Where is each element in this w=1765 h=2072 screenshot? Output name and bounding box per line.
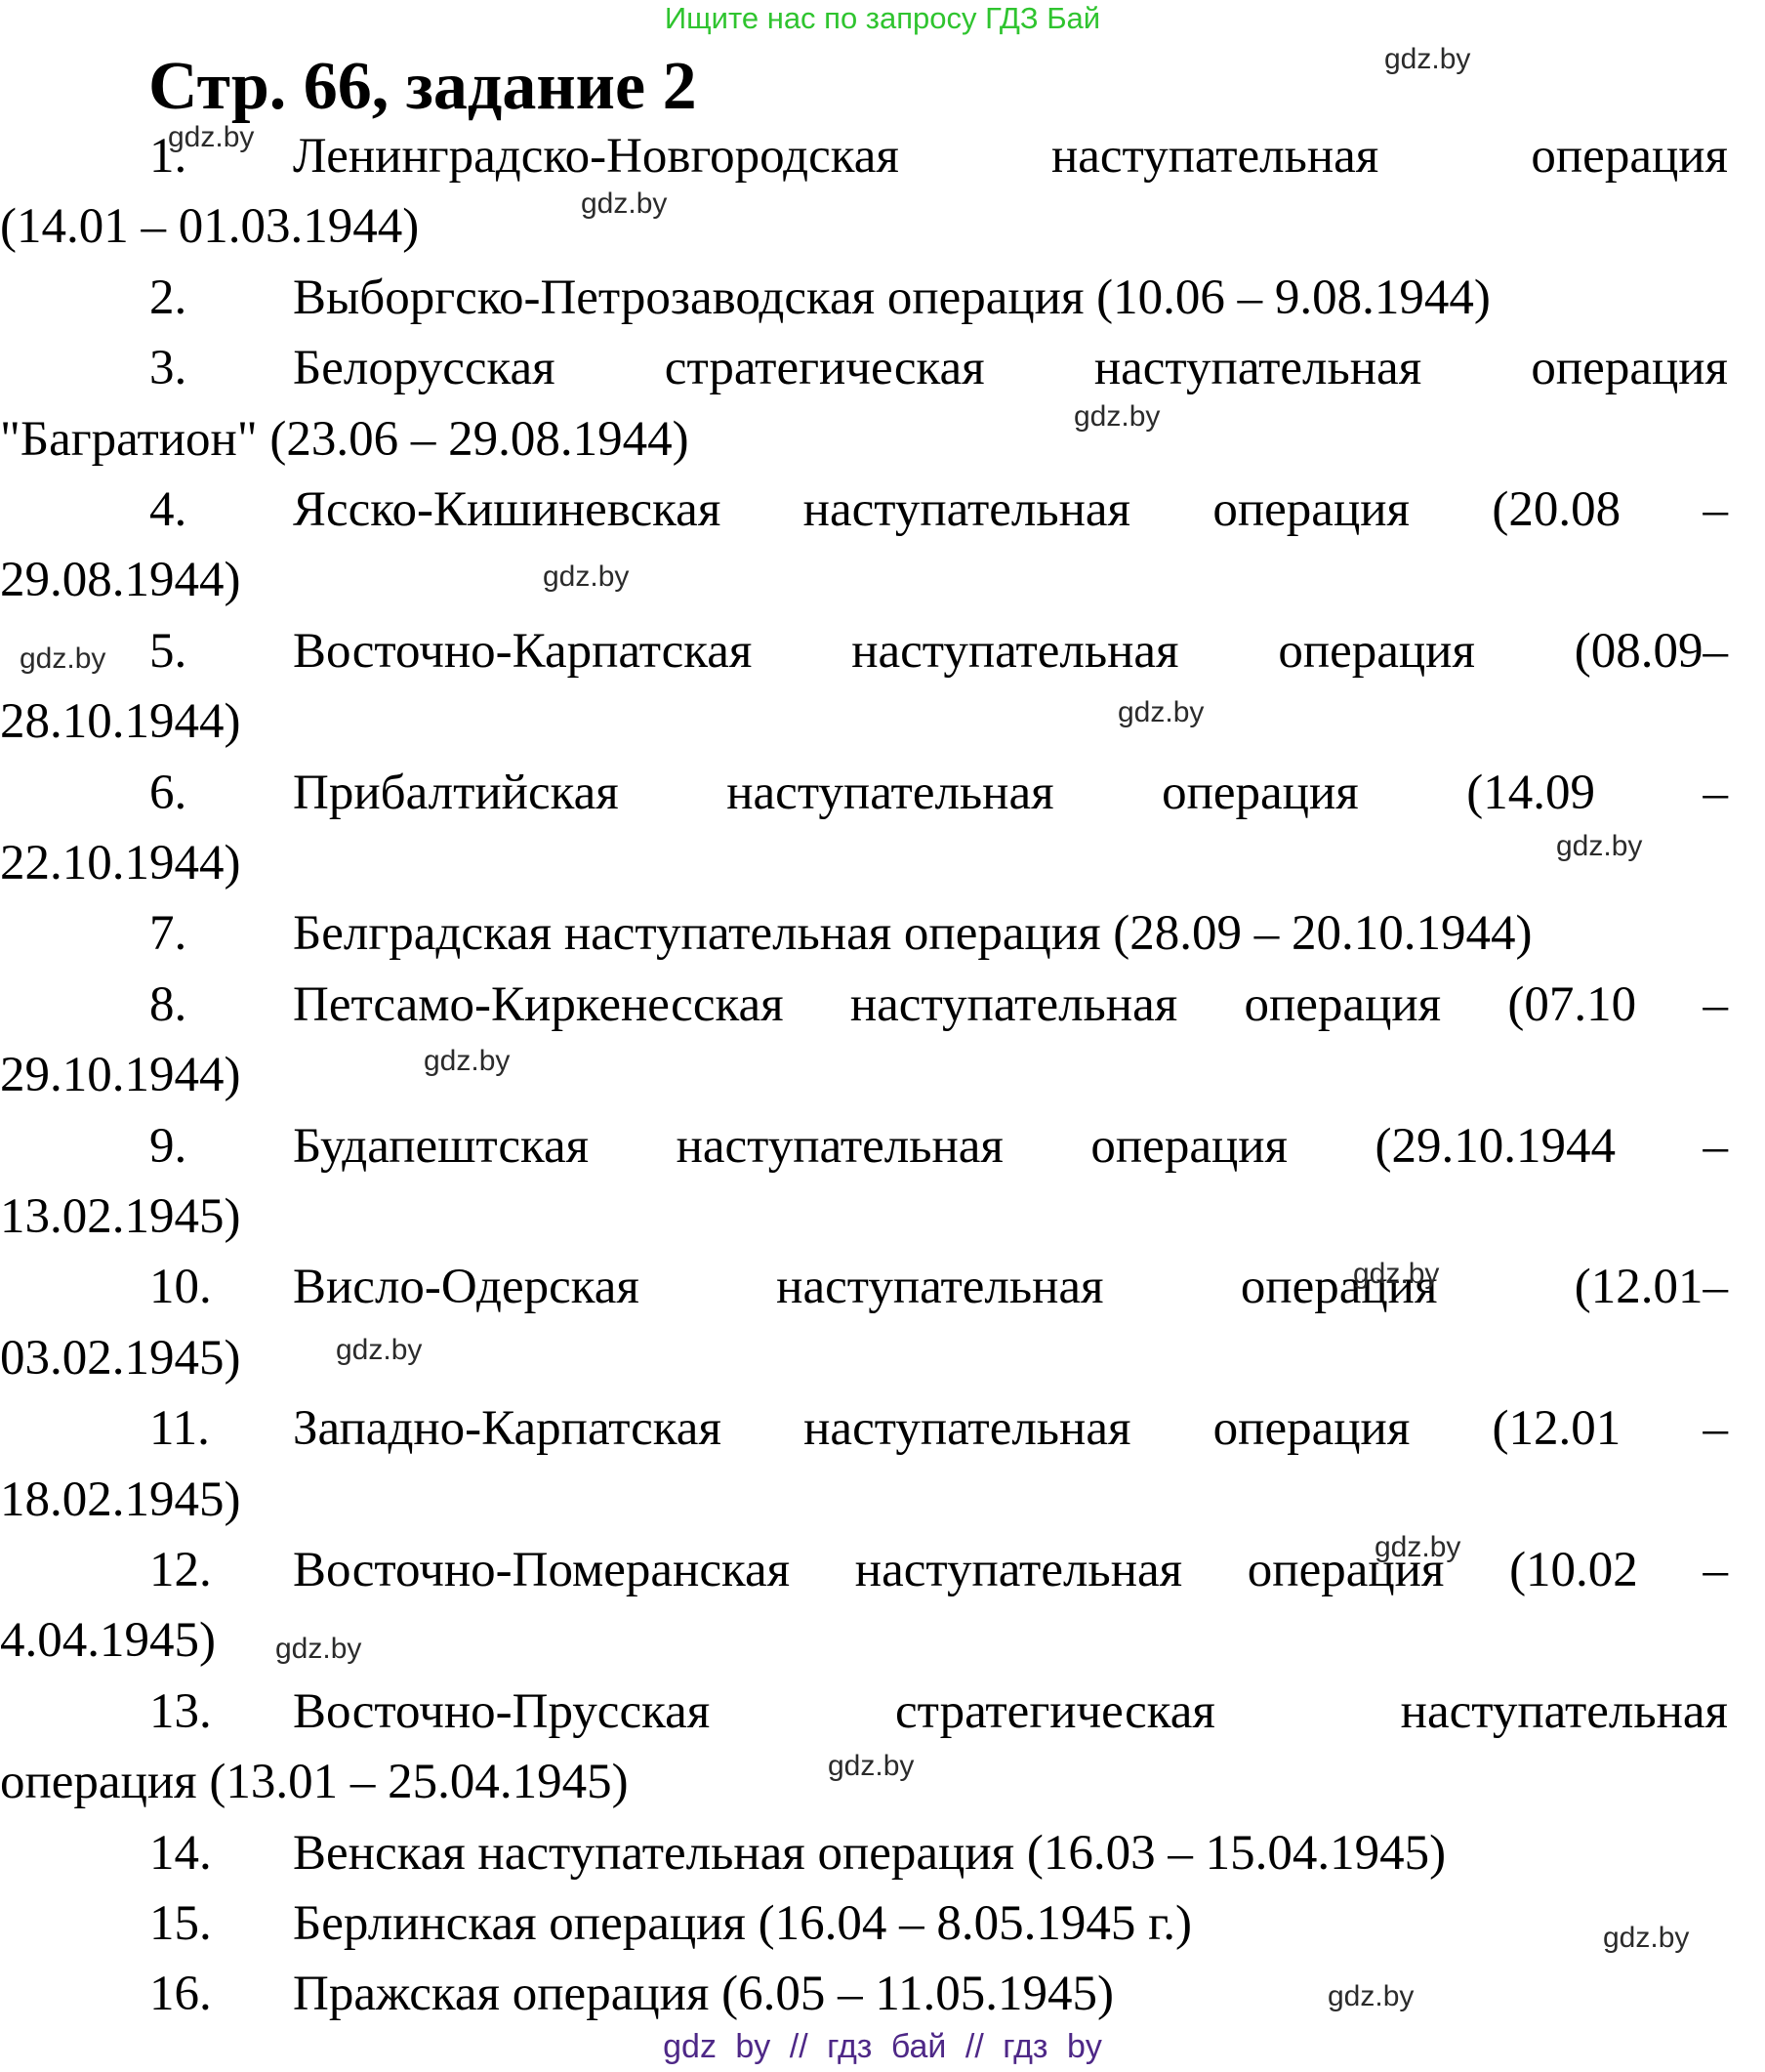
list-number: 7. <box>149 906 187 962</box>
list-line: 14. Венская наступательная операция (16.0… <box>0 1825 1765 1881</box>
list-number: 8. <box>149 976 187 1032</box>
page-title: Стр. 66, задание 2 <box>148 49 697 124</box>
gdz-watermark: gdz.by <box>543 560 630 593</box>
list-text: Белорусская стратегическая наступательна… <box>293 341 1728 396</box>
list-line: 12. Восточно-Померанская наступательная о… <box>0 1546 1765 1595</box>
list-line: "Багратион" (23.06 – 29.08.1944) <box>0 411 1765 467</box>
list-text: Ясско-Кишиневская наступательная операци… <box>293 482 1728 537</box>
gdz-watermark: gdz.by <box>1074 400 1161 433</box>
list-line: 03.02.1945) <box>0 1330 1765 1386</box>
list-line: 8. Петсамо-Киркенесская наступательная оп… <box>0 976 1765 1032</box>
list-line: 28.10.1944) <box>0 697 1765 747</box>
list-text: 18.02.1945) <box>0 1471 241 1527</box>
list-text: (14.01 – 01.03.1944) <box>0 199 420 255</box>
gdz-watermark: gdz.by <box>275 1633 362 1665</box>
list-number: 9. <box>149 1118 187 1174</box>
list-text: Пражская операция (6.05 – 11.05.1945) <box>293 1967 1114 2022</box>
list-line: 1. Ленинградско-Новгородская наступательн… <box>0 132 1765 182</box>
list-text: Венская наступательная операция (16.03 –… <box>293 1825 1447 1881</box>
list-text: 29.10.1944) <box>0 1048 241 1103</box>
list-line: 13.02.1945) <box>0 1192 1765 1242</box>
gdz-watermark: gdz.by <box>168 121 255 153</box>
list-text: Берлинская операция (16.04 – 8.05.1945 г… <box>293 1896 1193 1951</box>
list-number: 3. <box>149 341 187 396</box>
list-line: 11. Западно-Карпатская наступательная опе… <box>0 1404 1765 1454</box>
list-line: 16. Пражская операция (6.05 – 11.05.1945) <box>0 1969 1765 2019</box>
list-text: Восточно-Померанская наступательная опер… <box>293 1543 1728 1597</box>
list-text: Прибалтийская наступательная операция (1… <box>293 765 1728 820</box>
list-line: 22.10.1944) <box>0 839 1765 889</box>
list-line: 18.02.1945) <box>0 1471 1765 1527</box>
list-line: 2. Выборгско-Петрозаводская операция (10.… <box>0 269 1765 325</box>
list-number: 1. <box>149 129 187 184</box>
list-line: операция (13.01 – 25.04.1945) <box>0 1758 1765 1807</box>
gdz-watermark: gdz.by <box>1556 830 1643 862</box>
list-text: Восточно-Карпатская наступательная опера… <box>293 623 1728 679</box>
list-number: 12. <box>149 1543 212 1597</box>
list-text: Восточно-Прусская стратегическая наступа… <box>293 1683 1728 1739</box>
list-number: 11. <box>149 1401 210 1457</box>
list-line: 3. Белорусская стратегическая наступатель… <box>0 344 1765 394</box>
list-number: 6. <box>149 765 187 820</box>
list-line: 6. Прибалтийская наступательная операция … <box>0 765 1765 820</box>
list-text: 29.08.1944) <box>0 553 241 608</box>
list-text: Висло-Одерская наступательная операция (… <box>293 1260 1728 1315</box>
list-line: 4.04.1945) <box>0 1616 1765 1666</box>
promo-banner-text: Ищите нас по запросу ГДЗ Бай <box>664 1 1101 35</box>
list-text: Выборгско-Петрозаводская операция (10.06… <box>293 269 1491 325</box>
list-text: 28.10.1944) <box>0 694 241 750</box>
list-number: 15. <box>149 1896 212 1951</box>
list-number: 10. <box>149 1260 212 1315</box>
list-line: 15. Берлинская операция (16.04 – 8.05.194… <box>0 1899 1765 1949</box>
list-line: 29.10.1944) <box>0 1051 1765 1100</box>
gdz-watermark: gdz.by <box>1384 43 1471 75</box>
list-text: операция (13.01 – 25.04.1945) <box>0 1755 629 1810</box>
gdz-watermark: gdz.by <box>581 187 668 220</box>
gdz-watermark: gdz.by <box>1353 1258 1440 1290</box>
list-number: 2. <box>149 269 187 325</box>
list-number: 13. <box>149 1683 212 1739</box>
gdz-watermark: gdz.by <box>20 642 106 675</box>
list-text: Белградская наступательная операция (28.… <box>293 906 1533 962</box>
list-number: 16. <box>149 1967 212 2022</box>
list-line: 13. Восточно-Прусская стратегическая наст… <box>0 1683 1765 1739</box>
list-text: 22.10.1944) <box>0 836 241 891</box>
gdz-watermark: gdz.by <box>424 1045 511 1077</box>
footer-watermark: gdz by // гдз бай // гдз by <box>663 2028 1102 2065</box>
list-number: 5. <box>149 623 187 679</box>
list-number: 14. <box>149 1825 212 1881</box>
list-line: 4. Ясско-Кишиневская наступательная опера… <box>0 485 1765 535</box>
list-text: Петсамо-Киркенесская наступательная опер… <box>293 976 1728 1032</box>
list-number: 4. <box>149 482 187 537</box>
gdz-watermark: gdz.by <box>828 1750 915 1782</box>
gdz-watermark: gdz.by <box>1603 1922 1690 1954</box>
list-line: 9. Будапештская наступательная операция (… <box>0 1118 1765 1174</box>
list-line: (14.01 – 01.03.1944) <box>0 202 1765 252</box>
list-text: 4.04.1945) <box>0 1613 216 1669</box>
gdz-watermark: gdz.by <box>1328 1980 1415 2012</box>
gdz-watermark: gdz.by <box>336 1334 423 1366</box>
gdz-watermark: gdz.by <box>1118 696 1205 728</box>
list-text: Западно-Карпатская наступательная операц… <box>293 1401 1728 1457</box>
list-text: Ленинградско-Новгородская наступательная… <box>293 129 1728 184</box>
list-text: "Багратион" (23.06 – 29.08.1944) <box>0 411 689 467</box>
gdz-watermark: gdz.by <box>1375 1531 1461 1563</box>
list-line: 5. Восточно-Карпатская наступательная опе… <box>0 623 1765 679</box>
list-text: Будапештская наступательная операция (29… <box>293 1118 1728 1174</box>
list-text: 13.02.1945) <box>0 1189 241 1244</box>
list-text: 03.02.1945) <box>0 1330 241 1386</box>
list-line: 10. Висло-Одерская наступательная операци… <box>0 1263 1765 1312</box>
list-line: 29.08.1944) <box>0 556 1765 605</box>
list-line: 7. Белградская наступательная операция (2… <box>0 909 1765 959</box>
